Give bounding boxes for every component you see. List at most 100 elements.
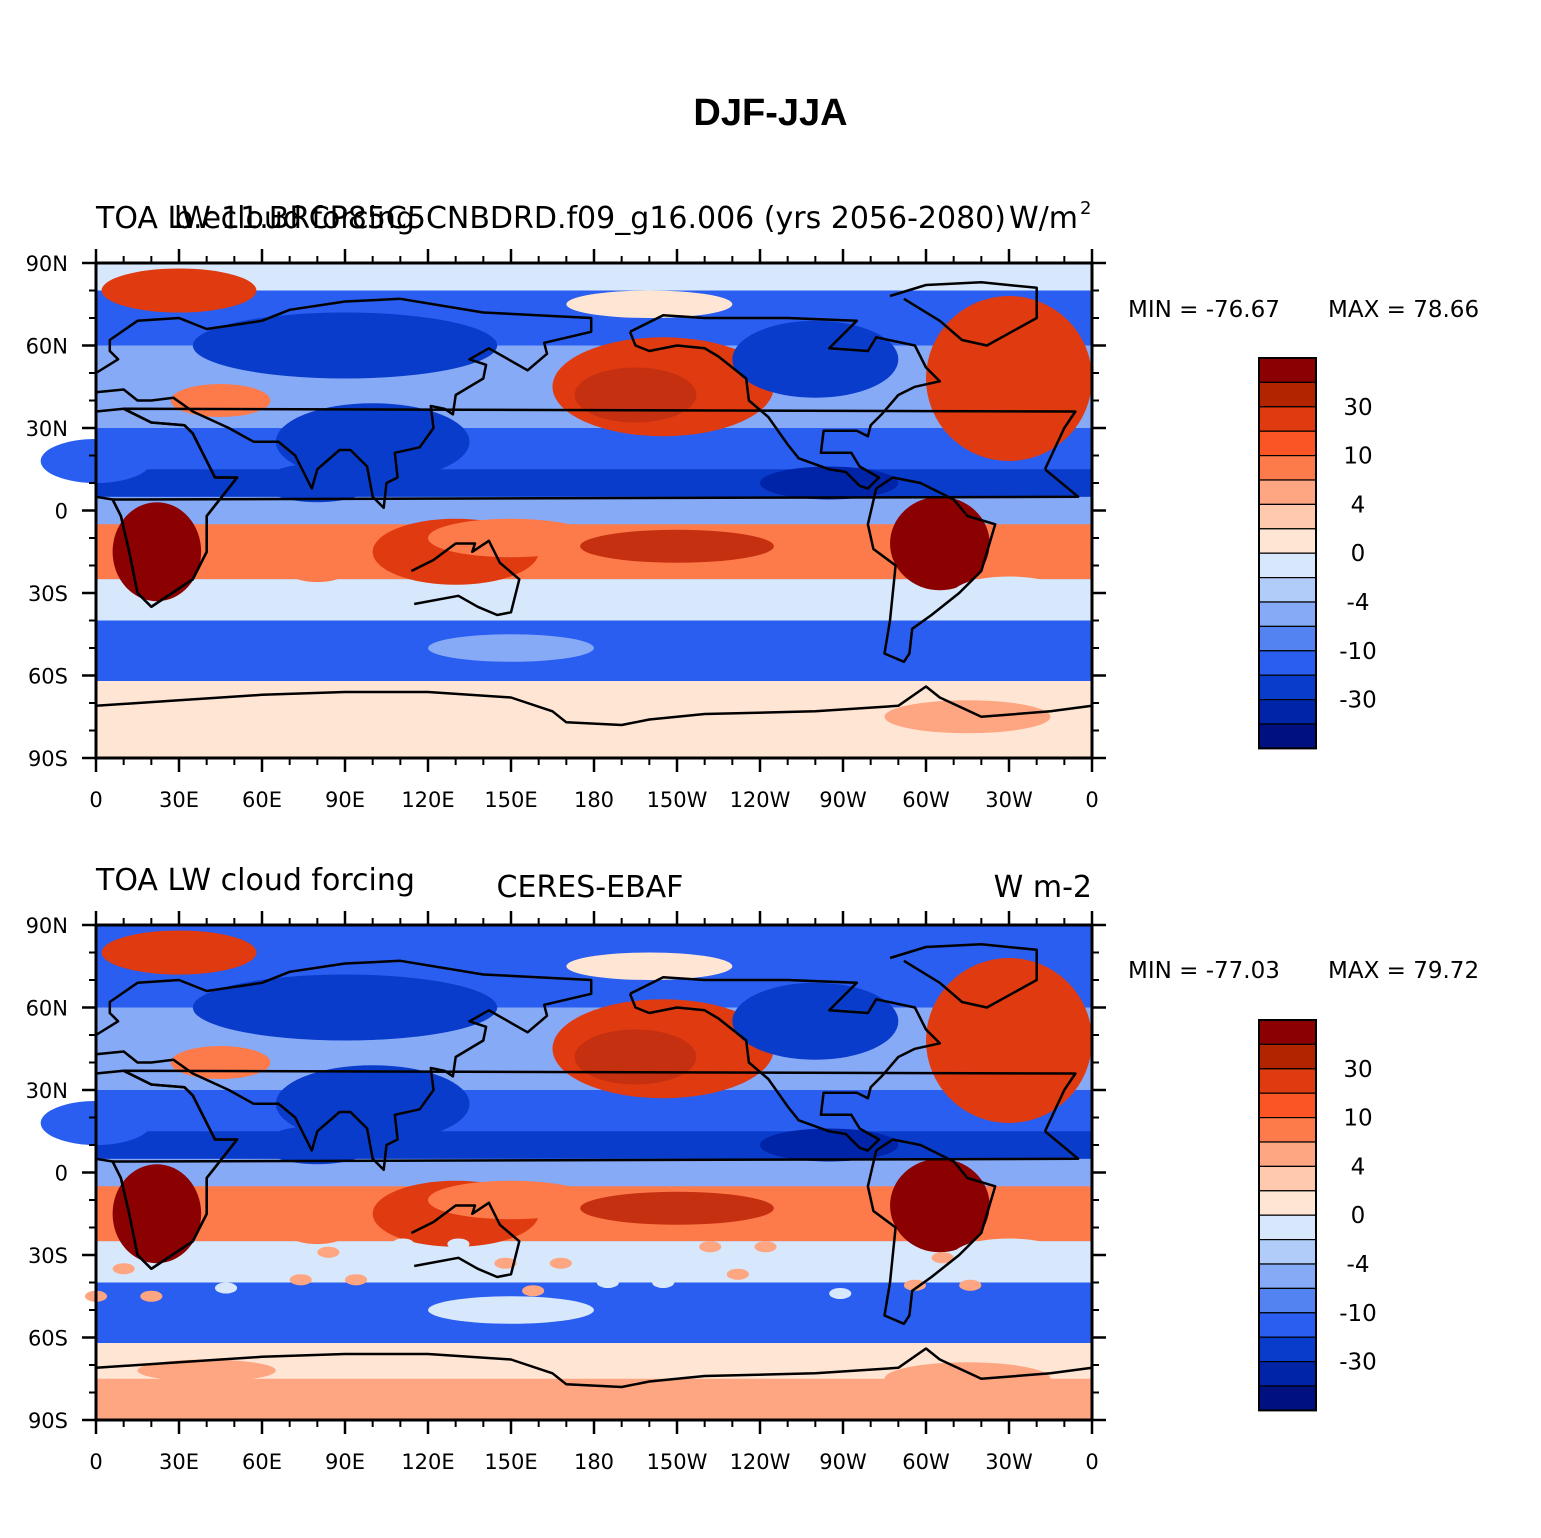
colorbar-frame bbox=[1258, 1019, 1317, 1412]
mediterranean-positive bbox=[170, 384, 271, 417]
southern-pale-patch bbox=[428, 1296, 594, 1324]
itcz-band bbox=[96, 1131, 1092, 1159]
colorbar-label: 0 bbox=[1351, 541, 1366, 567]
map-area: 90N 60N 30N 0 30S 60S 90S 0 30E 60E 90E 120E 150E 180… bbox=[26, 911, 1106, 1474]
colorbar-swatch bbox=[1258, 479, 1317, 505]
greenland-coastline bbox=[889, 943, 1038, 1009]
lat-label: 0 bbox=[55, 1162, 68, 1186]
observation-speckle bbox=[494, 1257, 517, 1269]
colorbar-swatch bbox=[1258, 1361, 1317, 1387]
observation-speckle bbox=[112, 1263, 135, 1275]
arctic-positive bbox=[101, 930, 257, 975]
lon-label: 30E bbox=[159, 788, 199, 812]
observation-speckle bbox=[699, 1241, 722, 1253]
colorbar-swatch bbox=[1258, 1165, 1317, 1192]
max-label: MAX = 79.72 bbox=[1328, 958, 1479, 984]
colorbar-label: 10 bbox=[1343, 1106, 1372, 1132]
colorbar-swatch bbox=[1258, 1190, 1317, 1216]
south-pacific-convergence bbox=[428, 1180, 594, 1220]
observation-speckle bbox=[754, 1241, 777, 1253]
colorbar: 30 10 4 0 -4 -10 -30 bbox=[1258, 357, 1377, 750]
colorbar-swatch bbox=[1258, 1287, 1317, 1314]
southern-ocean-band bbox=[96, 1282, 1092, 1343]
asia-monsoon-negative bbox=[275, 403, 470, 481]
east-antarctica-patch bbox=[137, 697, 276, 720]
north-pacific-core bbox=[574, 1029, 697, 1085]
colorbar-swatch bbox=[1258, 723, 1317, 749]
observation-speckle bbox=[1006, 1244, 1029, 1255]
lat-label: 30S bbox=[28, 582, 68, 606]
lon-label: 150E bbox=[484, 1450, 537, 1474]
south-america-coastline bbox=[866, 476, 997, 664]
observation-speckle bbox=[931, 1252, 954, 1264]
colorbar-label: -4 bbox=[1347, 1252, 1370, 1278]
south-pacific-convergence bbox=[428, 518, 594, 558]
central-pacific-positive bbox=[580, 1191, 774, 1225]
colorbar-label: -10 bbox=[1339, 1301, 1377, 1327]
panel-left-title: TOA LW cloud forcing bbox=[95, 863, 415, 898]
lon-label: 60W bbox=[902, 1450, 950, 1474]
observation-speckle bbox=[549, 1257, 572, 1269]
lon-label: 60W bbox=[902, 788, 950, 812]
colorbar-swatch bbox=[1258, 455, 1317, 481]
lon-label: 120W bbox=[730, 788, 791, 812]
observation-speckle bbox=[959, 1279, 982, 1291]
colorbar-swatch bbox=[1258, 357, 1317, 383]
arctic-pale-patch bbox=[566, 952, 733, 980]
colorbar-swatch bbox=[1258, 430, 1317, 457]
lon-label: 0 bbox=[1085, 788, 1098, 812]
lat-label: 90N bbox=[26, 252, 68, 276]
colorbar-swatch bbox=[1258, 381, 1317, 408]
observation-speckle bbox=[447, 1238, 470, 1250]
colorbar-swatch bbox=[1258, 1092, 1317, 1119]
observation-speckle bbox=[317, 1246, 340, 1258]
colorbar-swatch bbox=[1258, 1214, 1317, 1241]
colorbar-label: -4 bbox=[1347, 590, 1370, 616]
colorbar-label: 4 bbox=[1351, 492, 1366, 518]
colorbar-label: -10 bbox=[1339, 639, 1377, 665]
lat-label: 60S bbox=[28, 1327, 68, 1351]
lon-label: 180 bbox=[574, 1450, 614, 1474]
colorbar-swatch bbox=[1258, 674, 1317, 701]
lat-label: 90N bbox=[26, 914, 68, 938]
southern-ocean-band bbox=[96, 620, 1092, 681]
east-pacific-negative bbox=[760, 466, 899, 500]
south-america-positive bbox=[890, 496, 990, 591]
lon-label: 120E bbox=[401, 788, 454, 812]
africa-coastline bbox=[95, 1069, 239, 1271]
lon-label: 150W bbox=[647, 1450, 708, 1474]
south-atlantic-pale bbox=[953, 1238, 1065, 1272]
observation-speckle bbox=[214, 1282, 238, 1294]
colorbar-label: 30 bbox=[1343, 395, 1372, 421]
observation-speckle bbox=[596, 1277, 619, 1288]
colorbar-swatch bbox=[1258, 1312, 1317, 1338]
observation-speckle bbox=[1061, 1244, 1084, 1255]
observation-speckle bbox=[801, 1260, 824, 1272]
colorbar-swatch bbox=[1258, 1043, 1317, 1070]
antarctica-coastline bbox=[95, 1347, 1094, 1422]
north-atlantic-positive bbox=[926, 958, 1092, 1123]
southern-pale-patch bbox=[428, 634, 594, 662]
eurasia-coastline bbox=[95, 297, 593, 510]
lat-label: 30N bbox=[26, 417, 68, 441]
observation-speckle bbox=[242, 1255, 265, 1266]
east-antarctica-patch bbox=[137, 1359, 276, 1382]
central-pacific-positive bbox=[580, 529, 774, 563]
north-america-negative bbox=[732, 982, 899, 1060]
colorbar-label: 0 bbox=[1351, 1203, 1366, 1229]
lon-label: 30E bbox=[159, 1450, 199, 1474]
lon-label: 0 bbox=[1085, 1450, 1098, 1474]
australia-coastline bbox=[410, 1201, 521, 1279]
colorbar-swatch bbox=[1258, 1239, 1317, 1265]
observation-speckle bbox=[522, 1285, 545, 1297]
lon-label: 120W bbox=[730, 1450, 791, 1474]
north-pacific-core bbox=[574, 367, 697, 423]
lat-label: 60N bbox=[26, 335, 68, 359]
colorbar-swatch bbox=[1258, 1141, 1317, 1167]
observation-speckle bbox=[856, 1260, 879, 1272]
weddell-positive bbox=[884, 1362, 1051, 1396]
lon-label: 150W bbox=[647, 788, 708, 812]
lon-label: 180 bbox=[574, 788, 614, 812]
lat-label: 90S bbox=[28, 747, 68, 771]
north-america-coastline bbox=[628, 976, 942, 1152]
